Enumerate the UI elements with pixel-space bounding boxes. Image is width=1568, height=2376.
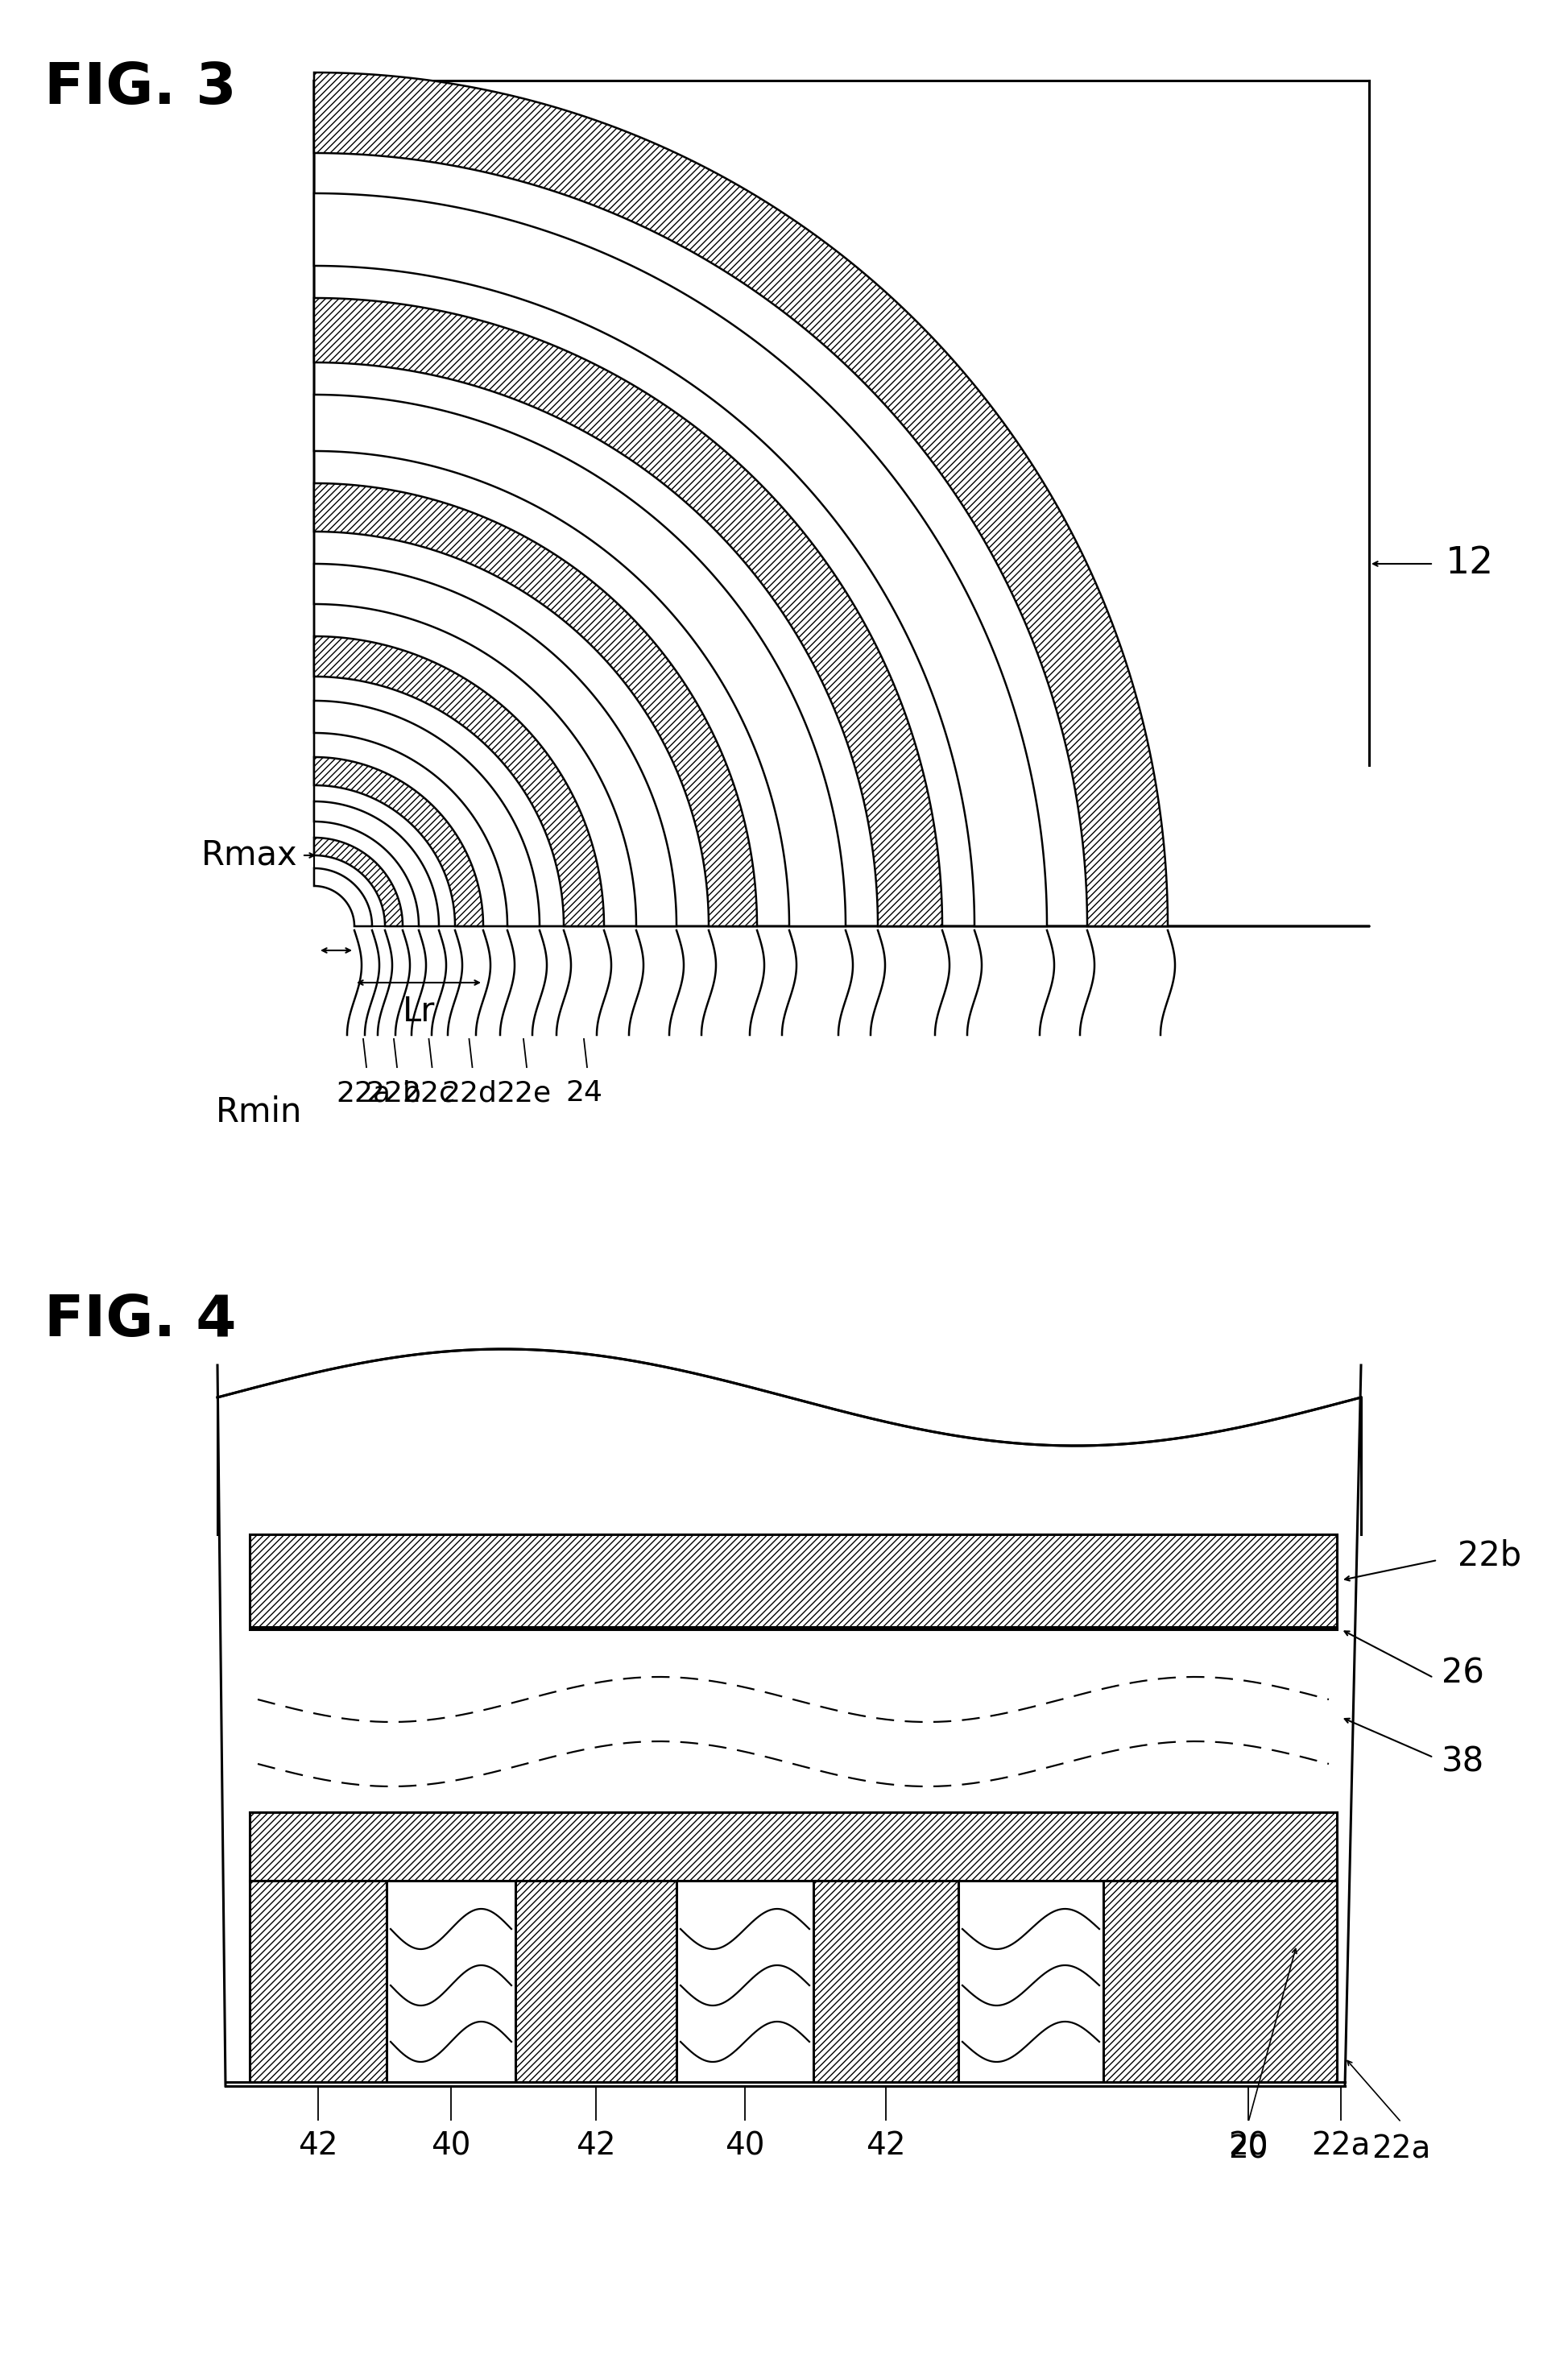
Polygon shape [314,192,1047,927]
Text: 22e: 22e [495,1079,550,1107]
Polygon shape [314,758,483,927]
Text: 22a: 22a [336,1079,390,1107]
Text: 42: 42 [298,2131,339,2160]
Polygon shape [314,839,403,927]
Text: 20: 20 [1228,2131,1269,2160]
Polygon shape [314,482,757,927]
Polygon shape [314,637,604,927]
Polygon shape [1104,1882,1338,2081]
Text: 22d: 22d [441,1079,497,1107]
Text: 38: 38 [1441,1744,1485,1777]
Text: 12: 12 [1446,546,1494,582]
Polygon shape [314,801,439,927]
Polygon shape [249,1882,387,2081]
Text: Rmax: Rmax [202,839,298,872]
Text: FIG. 3: FIG. 3 [44,59,237,116]
Polygon shape [314,701,539,927]
Text: 22c: 22c [403,1079,455,1107]
Text: 22b: 22b [1458,1540,1521,1573]
Polygon shape [314,74,1168,927]
Polygon shape [814,1882,958,2081]
Polygon shape [516,1882,676,2081]
Polygon shape [218,1350,1361,1535]
Text: Lr: Lr [403,996,434,1029]
Text: FIG. 4: FIG. 4 [44,1293,237,1347]
Text: 42: 42 [575,2131,616,2160]
Text: 22a: 22a [1311,2131,1370,2160]
Polygon shape [314,297,942,927]
Polygon shape [314,563,676,927]
Text: 42: 42 [866,2131,906,2160]
Text: 22b: 22b [365,1079,422,1107]
Text: 40: 40 [431,2131,470,2160]
Text: 20: 20 [1228,2134,1269,2165]
Text: 40: 40 [724,2131,765,2160]
Text: 24: 24 [566,1079,602,1107]
Text: 22a: 22a [1372,2134,1432,2165]
Polygon shape [314,394,845,927]
Text: Rmin: Rmin [215,1095,303,1129]
Text: 26: 26 [1441,1656,1485,1692]
Polygon shape [249,1535,1338,1628]
Polygon shape [249,1813,1338,1882]
Polygon shape [314,867,372,927]
